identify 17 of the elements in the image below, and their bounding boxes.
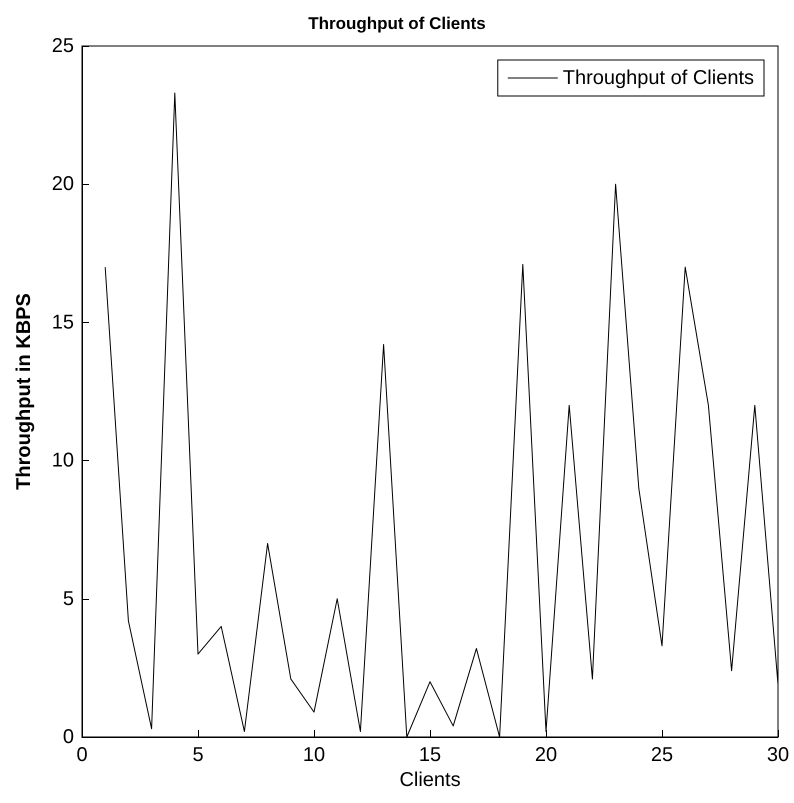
x-tick-label: 20 [534,744,558,766]
x-tick-label: 10 [302,744,326,766]
y-tick-label: 10 [52,450,74,472]
y-tick-label: 20 [52,173,74,196]
y-axis-title: Throughput in KBPS [13,293,35,490]
x-tick-label: 15 [418,744,442,766]
y-tick-label: 5 [62,588,74,610]
legend-label: Throughput of Clients [562,67,754,89]
y-tick-label: 25 [52,35,74,57]
x-tick-label: 5 [192,744,204,766]
x-tick-label: 0 [76,744,88,766]
x-axis-title: Clients [399,768,461,791]
chart-title: Throughput of Clients [308,14,486,33]
x-tick-label: 30 [766,744,790,766]
y-tick-label: 0 [62,726,74,748]
y-tick-label: 15 [52,311,74,334]
x-tick-label: 25 [650,744,674,766]
